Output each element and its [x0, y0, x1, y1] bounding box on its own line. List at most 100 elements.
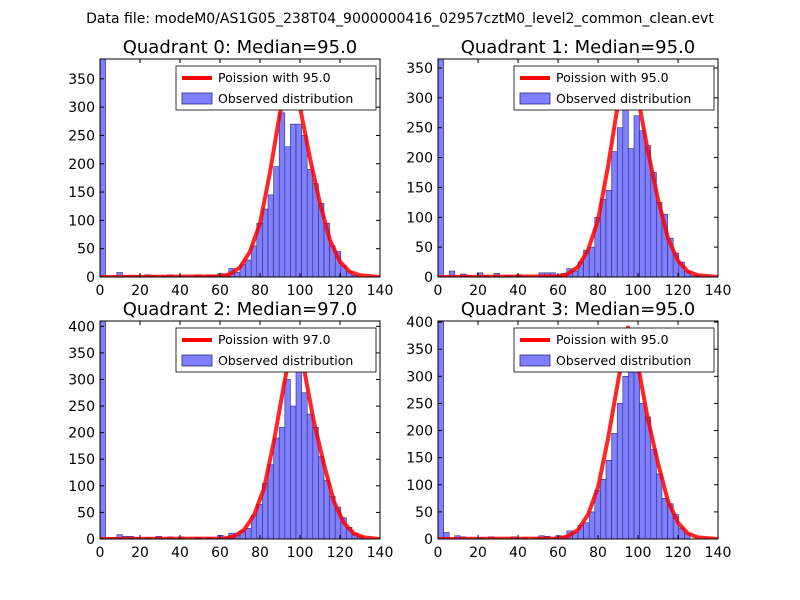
y-tick-label: 300	[406, 369, 433, 385]
x-tick-label: 140	[367, 283, 394, 299]
subplot-title: Quadrant 1: Median=95.0	[461, 37, 696, 58]
histogram-bar	[628, 343, 635, 539]
figure-suptitle: Data file: modeM0/AS1G05_238T04_90000004…	[86, 11, 714, 27]
legend-label-poisson: Poission with 95.0	[556, 332, 669, 347]
x-tick-label: 80	[251, 545, 269, 561]
histogram-bar	[628, 148, 635, 277]
legend-label-observed: Observed distribution	[556, 353, 691, 368]
y-tick-label: 50	[415, 240, 433, 256]
histogram-bar	[245, 259, 252, 277]
y-tick-label: 150	[68, 452, 95, 468]
y-tick-label: 100	[68, 213, 95, 229]
x-tick-label: 100	[287, 545, 314, 561]
y-tick-label: 350	[406, 61, 433, 77]
histogram-bar	[633, 115, 640, 277]
x-tick-label: 120	[665, 545, 692, 561]
histogram-bar	[611, 432, 618, 539]
histogram-bar	[284, 146, 291, 277]
y-tick-label: 250	[68, 128, 95, 144]
x-tick-label: 80	[589, 283, 607, 299]
histogram-bar	[656, 473, 663, 539]
y-tick-label: 300	[406, 91, 433, 107]
histogram-bar	[267, 464, 274, 539]
histogram-bar	[295, 365, 302, 539]
x-tick-label: 20	[131, 545, 149, 561]
legend-label-observed: Observed distribution	[218, 91, 353, 106]
y-tick-label: 0	[424, 270, 433, 286]
subplot-quadrant-1: 0 20 40 60 80 100 120 140 0 50 100 150 200 250 300 350 Q…	[406, 37, 731, 299]
histogram-bar	[295, 123, 302, 277]
histogram-bars	[438, 321, 691, 539]
histogram-bar	[116, 272, 123, 277]
x-tick-label: 120	[665, 283, 692, 299]
subplot-title: Quadrant 3: Median=95.0	[461, 299, 696, 320]
subplot-quadrant-2: 0 20 40 60 80 100 120 140 0 50 100 150 200 250 300 350 4…	[68, 299, 393, 561]
histogram-bar	[234, 272, 241, 277]
histogram-bar	[290, 405, 297, 539]
x-tick-label: 60	[211, 283, 229, 299]
x-tick-label: 80	[589, 545, 607, 561]
x-tick-label: 100	[287, 283, 314, 299]
histogram-bar	[605, 190, 612, 277]
histogram-bar	[633, 370, 640, 539]
histogram-bar	[290, 123, 297, 277]
histogram-bar	[616, 127, 624, 277]
x-tick-label: 140	[367, 545, 394, 561]
subplot-grid: 0 20 40 60 80 100 120 140050100150200250300350Q…	[68, 37, 731, 561]
x-tick-label: 140	[705, 283, 732, 299]
x-tick-label: 0	[434, 545, 443, 561]
histogram-bars	[100, 321, 364, 539]
histogram-bar	[588, 511, 596, 539]
histogram-bar	[306, 413, 314, 539]
x-tick-label: 120	[327, 283, 354, 299]
histogram-bar	[611, 151, 618, 277]
plot-frame	[99, 320, 381, 540]
y-tick-label: 50	[77, 242, 95, 258]
histogram-bar	[588, 246, 596, 277]
subplot-title: Quadrant 0: Median=95.0	[123, 37, 358, 58]
legend-label-poisson: Poission with 97.0	[218, 332, 331, 347]
histogram-bar	[262, 208, 269, 277]
x-tick-label: 0	[96, 283, 105, 299]
histogram-bar	[616, 403, 624, 539]
histogram-bar	[622, 97, 629, 277]
legend-bar-swatch	[519, 354, 551, 367]
x-tick-label: 120	[327, 545, 354, 561]
histogram-bar	[245, 528, 252, 539]
x-tick-label: 100	[625, 283, 652, 299]
histogram-bar	[267, 194, 274, 277]
y-tick-label: 200	[406, 424, 433, 440]
y-tick-label: 200	[68, 157, 95, 173]
y-tick-label: 100	[68, 479, 95, 495]
y-tick-label: 150	[406, 451, 433, 467]
x-tick-label: 60	[549, 545, 567, 561]
legend-bar-swatch	[519, 92, 551, 105]
y-tick-label: 350	[406, 342, 433, 358]
histogram-bar	[278, 427, 286, 539]
histogram-bar	[100, 321, 106, 539]
histogram-bar	[583, 522, 590, 539]
y-tick-label: 100	[406, 210, 433, 226]
y-tick-label: 400	[68, 319, 95, 335]
legend: Poission with 97.0 Observed distribution	[175, 327, 377, 373]
plot-frame	[437, 320, 719, 540]
legend-bar-swatch	[181, 354, 213, 367]
y-tick-label: 300	[68, 100, 95, 116]
y-tick-label: 400	[406, 315, 433, 331]
histogram-bar	[650, 449, 657, 539]
subplot-quadrant-0: 0 20 40 60 80 100 120 140 0 50 100 150 200 250 300 350 Q…	[68, 37, 393, 299]
subplot-title: Quadrant 2: Median=97.0	[123, 299, 358, 320]
legend-label-poisson: Poission with 95.0	[556, 70, 669, 85]
histogram-bar	[661, 498, 668, 539]
y-tick-label: 250	[406, 121, 433, 137]
x-tick-label: 60	[211, 545, 229, 561]
x-tick-label: 20	[131, 283, 149, 299]
y-tick-label: 250	[68, 399, 95, 415]
x-tick-label: 20	[469, 283, 487, 299]
legend-bar-swatch	[181, 92, 213, 105]
poisson-curve	[438, 325, 718, 539]
histogram-bar	[273, 166, 280, 277]
histogram-bar	[639, 130, 646, 277]
x-tick-label: 40	[509, 545, 527, 561]
y-tick-label: 150	[68, 185, 95, 201]
